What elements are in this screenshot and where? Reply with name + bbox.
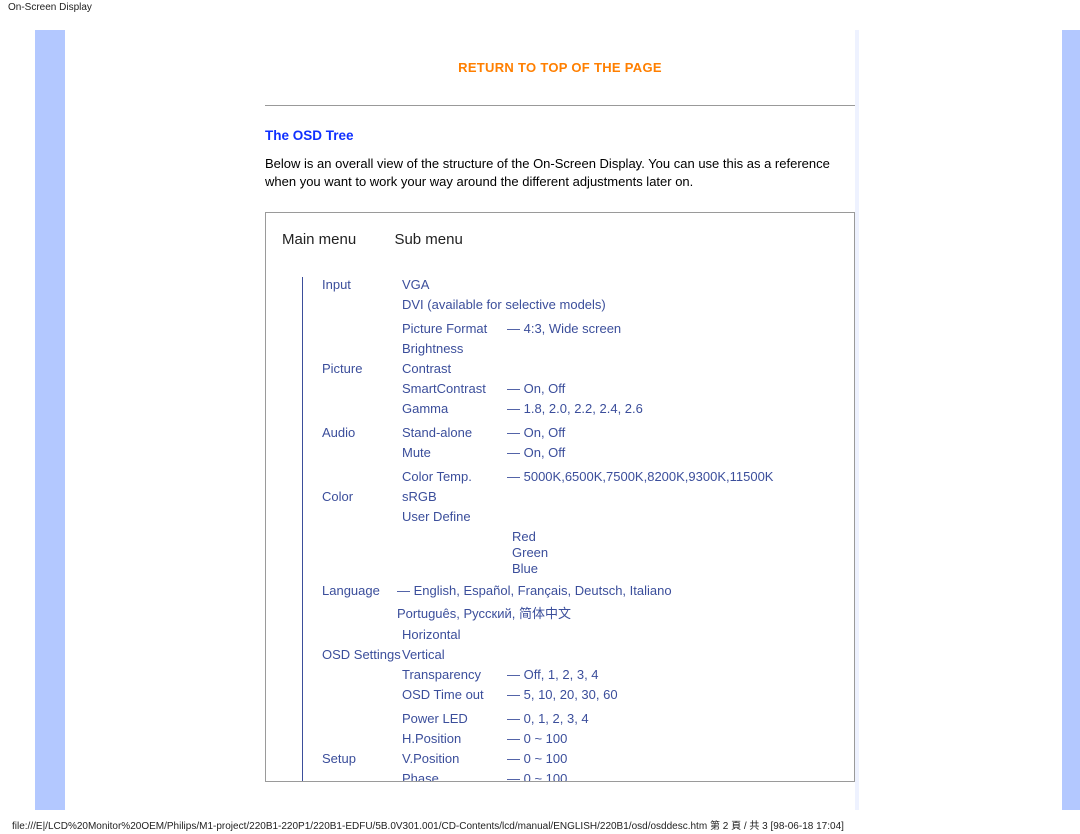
- sub-menu-item: Phase: [402, 771, 439, 782]
- sub-menu-item: H.Position: [402, 731, 461, 746]
- child-option: Green: [512, 545, 548, 560]
- intro-text: Below is an overall view of the structur…: [265, 155, 855, 190]
- section-heading: The OSD Tree: [265, 128, 855, 143]
- language-options: Português, Русский, 简体中文: [397, 603, 571, 622]
- sub-menu-options: — 0 ~ 100: [507, 771, 567, 782]
- main-menu-item: Color: [322, 489, 353, 504]
- sub-menu-item: Picture Format: [402, 321, 487, 336]
- sub-menu-options: — 0 ~ 100: [507, 751, 567, 766]
- sub-menu-options: — Off, 1, 2, 3, 4: [507, 667, 599, 682]
- sub-menu-item: Mute: [402, 445, 431, 460]
- sub-menu-options: — 0, 1, 2, 3, 4: [507, 711, 589, 726]
- sub-menu-item: SmartContrast: [402, 381, 486, 396]
- left-sidebar: [35, 30, 65, 810]
- right-sidebar: [1062, 30, 1080, 810]
- language-options: — English, Español, Français, Deutsch, I…: [397, 583, 672, 598]
- main-menu-item: Audio: [322, 425, 355, 440]
- sub-menu-item: Vertical: [402, 647, 445, 662]
- page-title-header: On-Screen Display: [8, 2, 92, 13]
- sub-menu-item: OSD Time out: [402, 687, 484, 702]
- osd-tree: Input VGA DVI (available for selective mod…: [282, 277, 838, 782]
- sub-menu-item: VGA: [402, 277, 429, 292]
- return-to-top-link[interactable]: RETURN TO TOP OF THE PAGE: [265, 60, 855, 75]
- main-menu-item: Picture: [322, 361, 362, 376]
- sub-menu-item: Contrast: [402, 361, 451, 376]
- sub-menu-item: User Define: [402, 509, 471, 524]
- sub-menu-item: Transparency: [402, 667, 481, 682]
- sub-menu-item: Horizontal: [402, 627, 461, 642]
- sub-menu-options: — 5000K,6500K,7500K,8200K,9300K,11500K: [507, 469, 773, 484]
- sub-menu-options: — On, Off: [507, 445, 565, 460]
- sub-menu-item: Stand-alone: [402, 425, 472, 440]
- osd-tree-box: Main menu Sub menu Input VGA DVI (availabl…: [265, 212, 855, 782]
- sub-menu-item: Gamma: [402, 401, 448, 416]
- sub-menu-options: — 4:3, Wide screen: [507, 321, 621, 336]
- sub-menu-item: Brightness: [402, 341, 463, 356]
- main-menu-item: Input: [322, 277, 351, 292]
- sub-menu-options: — 1.8, 2.0, 2.2, 2.4, 2.6: [507, 401, 643, 416]
- child-option: Red: [512, 529, 536, 544]
- sub-menu-item: DVI (available for selective models): [402, 297, 606, 312]
- sub-menu-options: — 0 ~ 100: [507, 731, 567, 746]
- sub-menu-item: Power LED: [402, 711, 468, 726]
- sub-menu-item: Color Temp.: [402, 469, 472, 484]
- sub-menu-options: — On, Off: [507, 425, 565, 440]
- sub-menu-item: sRGB: [402, 489, 437, 504]
- main-menu-item: Setup: [322, 751, 356, 766]
- tree-headers: Main menu Sub menu: [282, 231, 838, 249]
- main-menu-item: OSD Settings: [322, 647, 401, 662]
- main-menu-item: Language: [322, 583, 380, 598]
- sub-menu-item: V.Position: [402, 751, 459, 766]
- sub-menu-options: — On, Off: [507, 381, 565, 396]
- center-stripe: [855, 30, 859, 810]
- content-region: RETURN TO TOP OF THE PAGE The OSD Tree B…: [265, 30, 855, 782]
- child-option: Blue: [512, 561, 538, 576]
- footer-path: file:///E|/LCD%20Monitor%20OEM/Philips/M…: [12, 817, 844, 832]
- divider: [265, 105, 855, 106]
- sub-menu-options: — 5, 10, 20, 30, 60: [507, 687, 618, 702]
- main-menu-header: Main menu: [282, 231, 390, 248]
- sub-menu-header: Sub menu: [394, 231, 462, 248]
